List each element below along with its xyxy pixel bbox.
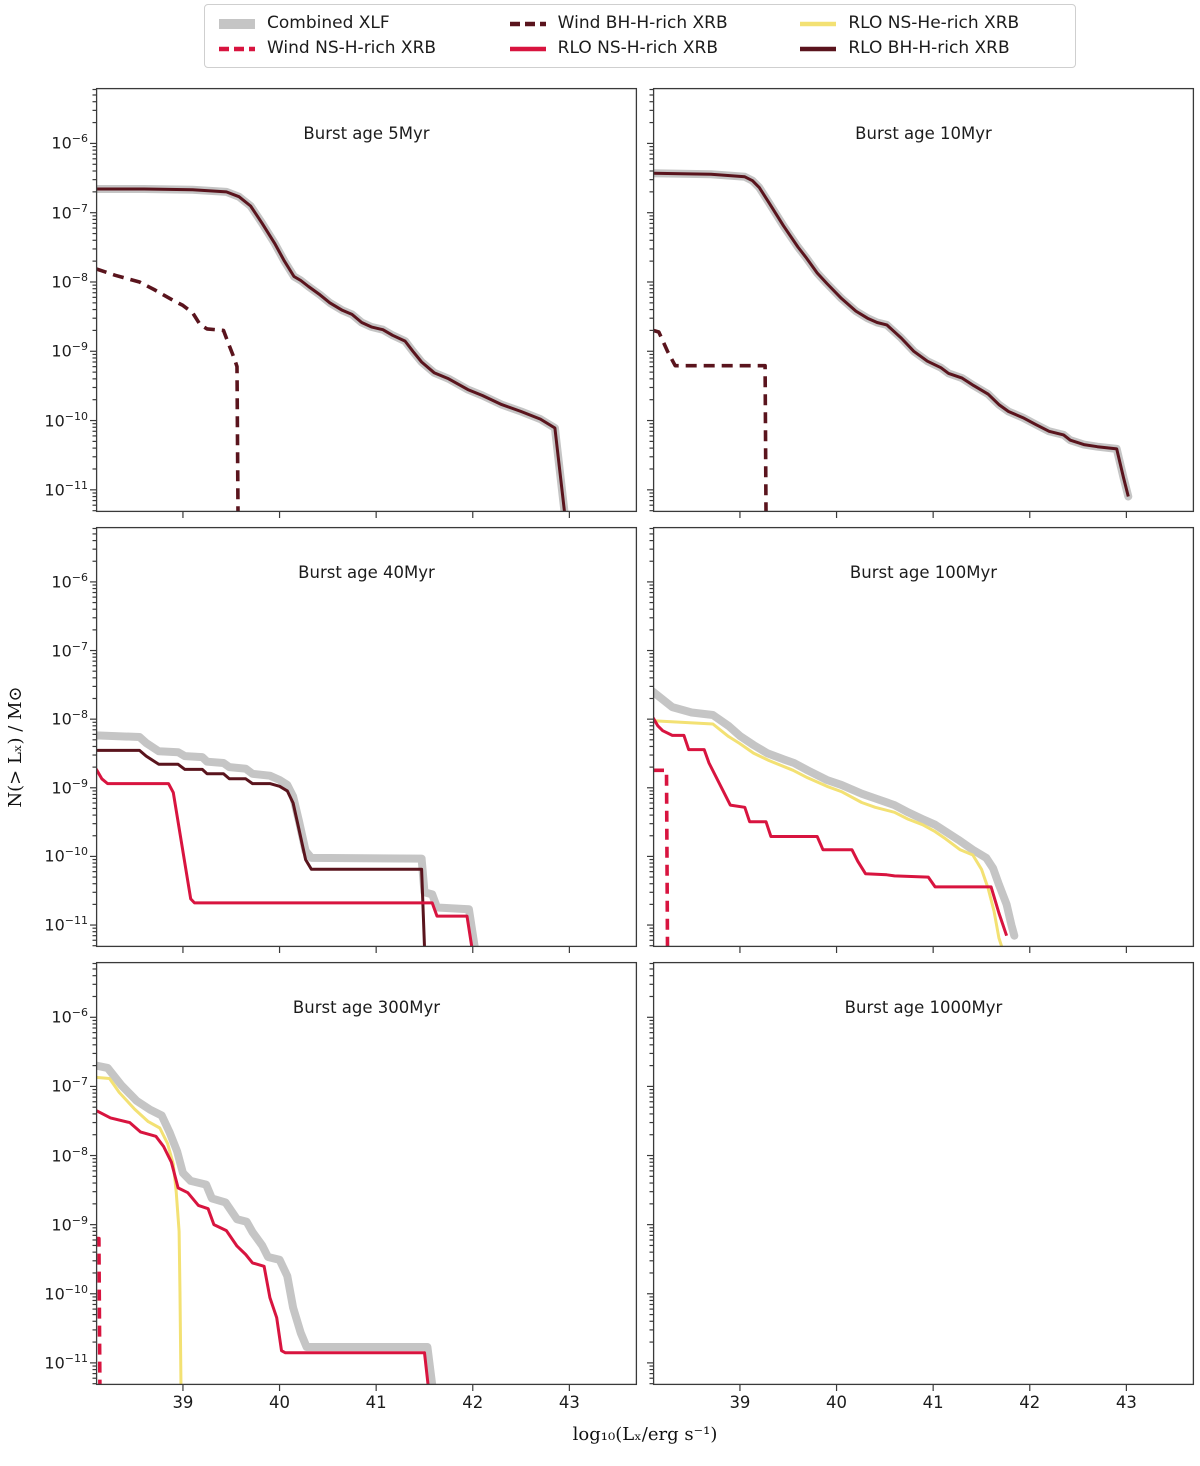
series-wind_ns-curve xyxy=(653,768,670,947)
legend-item-wind_ns: Wind NS-H-rich XRB xyxy=(217,36,482,61)
legend-label: RLO NS-He-rich XRB xyxy=(848,13,1020,33)
legend: Combined XLF Wind NS-H-rich XRB Wind BH-H-… xyxy=(204,4,1076,68)
y-tick-label: 10−6 xyxy=(51,1006,88,1027)
y-tick-label: 10−9 xyxy=(51,776,88,798)
y-tick-label: 10−10 xyxy=(44,409,88,430)
panel-title: Burst age 1000Myr xyxy=(844,998,1003,1017)
panel-title: Burst age 10Myr xyxy=(855,124,992,143)
series-rlo_ns-curve xyxy=(96,767,474,947)
x-tick-label: 39 xyxy=(729,1393,751,1412)
series-combined-curve xyxy=(653,169,1133,501)
wind_bh-line-swatch-icon xyxy=(509,21,546,26)
x-tick-label: 40 xyxy=(269,1393,291,1412)
y-tick-label: 10−8 xyxy=(51,1144,88,1165)
panel-plot-2 xyxy=(647,87,1195,518)
series-combined-curve xyxy=(96,185,569,512)
y-tick-label: 10−6 xyxy=(51,132,88,153)
y-tick-label: 10−11 xyxy=(44,1351,88,1373)
series-rlo_ns_he-curve xyxy=(653,719,1004,947)
x-tick-label: 40 xyxy=(826,1393,848,1412)
legend-item-rlo_ns: RLO NS-H-rich XRB xyxy=(508,36,773,61)
series-rlo_ns-curve xyxy=(653,716,1009,937)
y-tick-label: 10−10 xyxy=(44,845,88,866)
y-tick-label: 10−10 xyxy=(44,1282,88,1304)
panel-plot-6 xyxy=(647,961,1195,1391)
y-tick-label: 10−9 xyxy=(51,1213,88,1234)
y-tick-label: 10−11 xyxy=(44,914,88,935)
series-combined-curve xyxy=(653,687,1019,940)
panel-plot-5 xyxy=(90,961,638,1391)
series-rlo_ns_he-curve xyxy=(96,1075,183,1385)
series-wind_bh-curve xyxy=(653,328,768,512)
legend-label: RLO NS-H-rich XRB xyxy=(557,38,719,58)
y-tick-label: 10−8 xyxy=(51,708,88,729)
series-rlo_bh-curve xyxy=(96,748,426,947)
legend-label: RLO BH-H-rich XRB xyxy=(848,38,1010,58)
legend-label: Combined XLF xyxy=(267,13,390,33)
legend-item-wind_bh: Wind BH-H-rich XRB xyxy=(508,11,773,36)
rlo_bh-line-swatch-icon xyxy=(800,46,837,51)
x-tick-label: 41 xyxy=(922,1393,944,1412)
combined-line-swatch-icon xyxy=(219,18,255,29)
legend-item-combined: Combined XLF xyxy=(217,11,482,36)
series-rlo_bh-curve xyxy=(653,171,1130,497)
rlo_ns-line-swatch-icon xyxy=(509,46,546,51)
series-combined-curve xyxy=(96,1061,437,1385)
x-axis-label: log₁₀(Lₓ/erg s⁻¹) xyxy=(572,1424,718,1445)
legend-label: Wind NS-H-rich XRB xyxy=(267,38,437,58)
x-tick-label: 41 xyxy=(365,1393,387,1412)
x-tick-label: 42 xyxy=(1019,1393,1041,1412)
legend-label: Wind BH-H-rich XRB xyxy=(557,13,728,33)
series-rlo_ns-curve xyxy=(96,1109,430,1385)
series-rlo_bh-curve xyxy=(96,187,566,512)
y-tick-label: 10−7 xyxy=(51,201,88,223)
legend-item-rlo_bh: RLO BH-H-rich XRB xyxy=(798,36,1063,61)
y-tick-label: 10−7 xyxy=(51,1075,88,1096)
panel-title: Burst age 40Myr xyxy=(298,563,435,582)
x-tick-label: 43 xyxy=(558,1393,580,1412)
panel-title: Burst age 100Myr xyxy=(849,563,998,582)
y-tick-label: 10−11 xyxy=(44,478,88,500)
panel-plot-4 xyxy=(647,526,1195,953)
y-tick-label: 10−6 xyxy=(51,570,88,592)
x-tick-label: 39 xyxy=(172,1393,194,1412)
panel-plot-3 xyxy=(90,526,638,953)
panel-plot-1 xyxy=(90,87,638,518)
x-tick-label: 43 xyxy=(1115,1393,1137,1412)
panel-title: Burst age 5Myr xyxy=(303,124,430,143)
rlo_ns_he-line-swatch-icon xyxy=(800,21,837,26)
y-tick-label: 10−9 xyxy=(51,340,88,361)
series-combined-curve xyxy=(96,731,479,947)
panel-title: Burst age 300Myr xyxy=(292,998,441,1017)
x-tick-label: 42 xyxy=(462,1393,484,1412)
y-axis-label: N(> Lₓ) / M⊙ xyxy=(5,686,26,808)
y-tick-label: 10−8 xyxy=(51,270,88,292)
wind_ns-line-swatch-icon xyxy=(219,46,255,51)
series-wind_bh-curve xyxy=(96,267,240,512)
y-tick-label: 10−7 xyxy=(51,639,88,660)
legend-item-rlo_ns_he: RLO NS-He-rich XRB xyxy=(798,11,1063,36)
